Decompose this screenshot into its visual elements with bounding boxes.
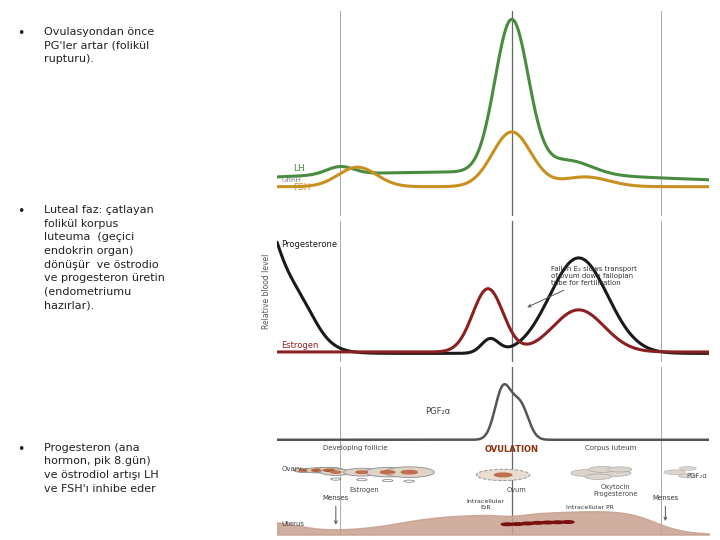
- Circle shape: [343, 468, 380, 476]
- Circle shape: [552, 521, 564, 524]
- Circle shape: [304, 468, 328, 473]
- Circle shape: [294, 468, 312, 472]
- Text: •: •: [17, 443, 24, 456]
- Circle shape: [511, 523, 523, 525]
- Text: Ovum: Ovum: [506, 488, 526, 494]
- Circle shape: [562, 521, 574, 523]
- Circle shape: [531, 522, 544, 524]
- Text: •: •: [17, 205, 24, 218]
- Text: Ovulasyondan önce
PG'ler artar (folikül
rupturu).: Ovulasyondan önce PG'ler artar (folikül …: [45, 27, 155, 64]
- Text: PGF₂α: PGF₂α: [426, 407, 451, 416]
- Circle shape: [365, 468, 410, 477]
- Circle shape: [401, 470, 418, 474]
- Circle shape: [541, 521, 554, 524]
- Circle shape: [608, 467, 632, 472]
- Circle shape: [585, 474, 611, 480]
- Text: GnRH: GnRH: [282, 177, 302, 183]
- Circle shape: [664, 470, 685, 475]
- Text: Menses: Menses: [323, 495, 349, 524]
- Text: Progesteron (ana
hormon, pik 8.gün)
ve östrodiol artışı LH
ve FSH'ı inhibe eder: Progesteron (ana hormon, pik 8.gün) ve ö…: [45, 443, 159, 494]
- Text: Intracellular
E₂R: Intracellular E₂R: [467, 499, 505, 510]
- Text: Developing follicle: Developing follicle: [323, 444, 387, 451]
- Circle shape: [477, 469, 530, 481]
- Circle shape: [600, 470, 631, 476]
- Text: Menses: Menses: [652, 495, 678, 520]
- Circle shape: [495, 473, 512, 477]
- Text: Fall in E₂ slows transport
of ovum down fallopian
tube for fertilization: Fall in E₂ slows transport of ovum down …: [528, 266, 636, 307]
- Text: Corpus luteum: Corpus luteum: [585, 444, 636, 451]
- Circle shape: [312, 469, 320, 471]
- Text: •: •: [17, 27, 24, 40]
- Circle shape: [384, 467, 434, 477]
- Circle shape: [571, 470, 604, 477]
- Circle shape: [315, 467, 343, 474]
- Circle shape: [356, 471, 367, 474]
- Text: OVULATION: OVULATION: [485, 444, 539, 454]
- Circle shape: [300, 470, 307, 471]
- Text: Oxytocin
Progesterone: Oxytocin Progesterone: [593, 484, 638, 497]
- Text: Luteal faz: çatlayan
folikül korpus
luteuma  (geçici
endokrin organ)
dönüşür  ve: Luteal faz: çatlayan folikül korpus lute…: [45, 205, 165, 310]
- Text: LH: LH: [292, 164, 305, 173]
- Text: Uterus: Uterus: [282, 521, 305, 526]
- Circle shape: [679, 467, 696, 470]
- Text: PGF₂α: PGF₂α: [686, 472, 707, 478]
- Text: Relative blood level: Relative blood level: [262, 254, 271, 329]
- Circle shape: [521, 522, 534, 525]
- Circle shape: [331, 471, 341, 473]
- Circle shape: [320, 469, 351, 475]
- Text: Intracellular PR: Intracellular PR: [565, 505, 613, 510]
- Text: Progesterone: Progesterone: [282, 240, 338, 249]
- Circle shape: [324, 469, 334, 471]
- Circle shape: [380, 471, 395, 474]
- Text: Estrogen: Estrogen: [282, 341, 319, 350]
- Text: Estrogen: Estrogen: [349, 488, 379, 494]
- Circle shape: [678, 474, 697, 478]
- Text: FSH: FSH: [292, 183, 310, 192]
- Circle shape: [501, 523, 513, 525]
- Circle shape: [589, 467, 616, 472]
- Text: Ovary: Ovary: [282, 465, 302, 471]
